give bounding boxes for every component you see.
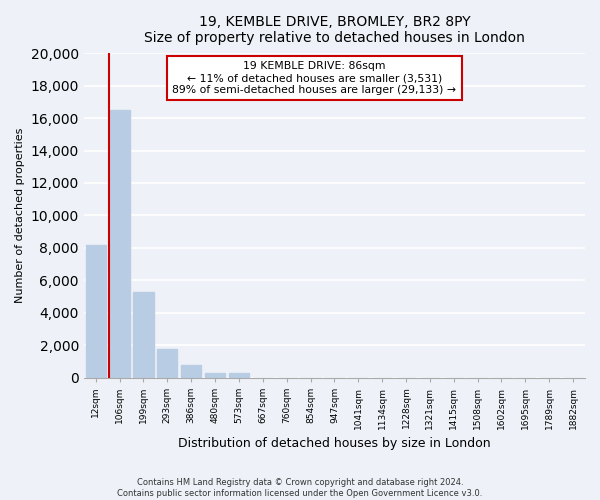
Bar	[133, 292, 154, 378]
Bar	[109, 110, 130, 378]
Bar	[157, 349, 178, 378]
Text: Contains HM Land Registry data © Crown copyright and database right 2024.
Contai: Contains HM Land Registry data © Crown c…	[118, 478, 482, 498]
X-axis label: Distribution of detached houses by size in London: Distribution of detached houses by size …	[178, 437, 491, 450]
Text: 19 KEMBLE DRIVE: 86sqm
← 11% of detached houses are smaller (3,531)
89% of semi-: 19 KEMBLE DRIVE: 86sqm ← 11% of detached…	[172, 62, 457, 94]
Bar	[229, 373, 249, 378]
Y-axis label: Number of detached properties: Number of detached properties	[15, 128, 25, 303]
Title: 19, KEMBLE DRIVE, BROMLEY, BR2 8PY
Size of property relative to detached houses : 19, KEMBLE DRIVE, BROMLEY, BR2 8PY Size …	[144, 15, 525, 45]
Bar	[205, 373, 225, 378]
Bar	[86, 244, 106, 378]
Bar	[181, 366, 202, 378]
